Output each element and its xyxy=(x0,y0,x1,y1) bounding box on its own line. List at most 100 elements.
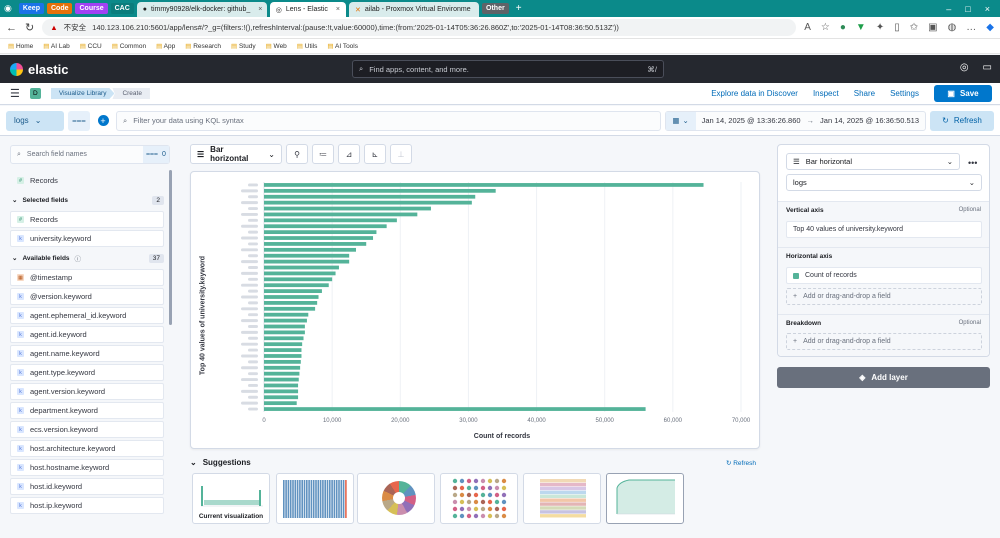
browser-menu-icon[interactable]: ◉ xyxy=(4,3,12,13)
available-field[interactable]: k agent.ephemeral_id.keyword xyxy=(10,307,164,324)
field-records[interactable]: # Records xyxy=(10,172,164,189)
bar[interactable] xyxy=(264,348,302,352)
bar[interactable] xyxy=(264,359,301,364)
browser-tab-lens[interactable]: ◎ Lens - Elastic × xyxy=(269,2,347,17)
visual-options-button[interactable]: ⚲ xyxy=(286,144,308,164)
bar[interactable] xyxy=(264,306,316,311)
bar[interactable] xyxy=(264,183,704,187)
suggestions-refresh-link[interactable]: ↻ Refresh xyxy=(726,459,756,467)
url-field[interactable]: ▲ 不安全 140.123.106.210:5601/app/lens#/?_g… xyxy=(42,19,797,36)
explore-discover-link[interactable]: Explore data in Discover xyxy=(711,89,798,98)
suggestion-mosaic[interactable] xyxy=(523,473,601,524)
bar[interactable] xyxy=(264,330,305,335)
bar[interactable] xyxy=(264,395,299,400)
suggestion-donut[interactable] xyxy=(357,473,435,524)
add-horizontal-field[interactable]: + Add or drag-and-drop a field xyxy=(786,288,982,305)
bookmark-web[interactable]: Web xyxy=(266,42,287,50)
suggestion-area[interactable] xyxy=(606,473,684,524)
vertical-axis-dimension[interactable]: Top 40 values of university.keyword xyxy=(786,221,982,238)
bar[interactable] xyxy=(264,277,333,282)
selected-fields-header[interactable]: ⌄ Selected fields 2 xyxy=(10,191,164,209)
bar[interactable] xyxy=(264,212,418,217)
window-close-icon[interactable]: × xyxy=(984,3,990,14)
refresh-button[interactable]: ↻ Refresh xyxy=(930,110,994,131)
bookmark-ai-tools[interactable]: AI Tools xyxy=(327,42,358,50)
space-avatar[interactable]: D xyxy=(29,88,41,99)
bookmark-chip-course[interactable]: Course xyxy=(75,3,108,14)
bookmark-ai-lab[interactable]: AI Lab xyxy=(43,42,70,50)
available-field[interactable]: k agent.name.keyword xyxy=(10,345,164,362)
field-search-input[interactable]: ⌕ Search field names ⩶ 0 xyxy=(10,145,170,164)
bar[interactable] xyxy=(264,253,350,258)
time-end[interactable]: Jan 14, 2025 @ 16:36:50.513 xyxy=(820,116,919,125)
add-filter-button[interactable]: + xyxy=(94,111,112,131)
browser-tab-github[interactable]: ● timmy90928/elk-docker: github_ × xyxy=(136,2,267,17)
minimize-icon[interactable]: – xyxy=(946,3,952,14)
bar[interactable] xyxy=(264,230,377,235)
bar[interactable] xyxy=(264,188,496,193)
bar-chart[interactable]: 0 10,000 20,000 30,000 40,000 50,000 60,000 70,… xyxy=(191,172,759,448)
bookmark-chip-cac[interactable]: CAC xyxy=(110,3,134,14)
bar[interactable] xyxy=(264,318,307,323)
reload-icon[interactable]: ↻ xyxy=(25,22,35,34)
field-filter-button[interactable]: ⩶ 0 xyxy=(143,146,169,163)
legend-settings-button[interactable]: ≔ xyxy=(312,144,334,164)
favorites-icon[interactable]: ✩ xyxy=(909,22,919,33)
bar[interactable] xyxy=(264,336,304,341)
bar[interactable] xyxy=(264,301,318,305)
maximize-icon[interactable]: □ xyxy=(965,3,971,14)
shield-icon[interactable]: ▼ xyxy=(855,22,866,33)
filter-menu-button[interactable]: ⩶ xyxy=(68,110,90,131)
close-icon[interactable]: × xyxy=(335,6,341,13)
bookmark-chip-keep[interactable]: Keep xyxy=(18,3,44,14)
suggestions-header[interactable]: ⌄ Suggestions xyxy=(190,458,251,467)
available-field[interactable]: k host.hostname.keyword xyxy=(10,459,164,476)
bar[interactable] xyxy=(264,259,350,264)
suggestion-current[interactable]: Current visualization xyxy=(192,473,270,524)
close-icon[interactable]: × xyxy=(258,6,263,13)
available-field[interactable]: k host.id.keyword xyxy=(10,478,164,495)
bar[interactable] xyxy=(264,283,329,288)
available-field[interactable]: k @version.keyword xyxy=(10,288,164,305)
bar[interactable] xyxy=(264,401,297,406)
quick-time-menu[interactable]: ▦ ⌄ xyxy=(665,111,696,130)
bar[interactable] xyxy=(264,271,336,276)
bookmark-common[interactable]: Common xyxy=(112,42,146,50)
bar[interactable] xyxy=(264,295,319,299)
bar[interactable] xyxy=(264,236,374,240)
available-field[interactable]: k agent.version.keyword xyxy=(10,383,164,400)
available-field[interactable]: k agent.id.keyword xyxy=(10,326,164,343)
layer-chart-type-picker[interactable]: ☰ Bar horizontal ⌄ xyxy=(786,153,960,170)
add-layer-button[interactable]: ◈ Add layer xyxy=(777,367,990,388)
share-link[interactable]: Share xyxy=(853,89,876,98)
horizontal-axis-dimension[interactable]: Count of records xyxy=(786,267,982,284)
bookmark-chip-code[interactable]: Code xyxy=(46,3,73,14)
bar[interactable] xyxy=(264,242,367,246)
elastic-logo[interactable]: elastic xyxy=(10,62,68,77)
selected-field-records[interactable]: # Records xyxy=(10,211,164,228)
bar[interactable] xyxy=(264,200,472,205)
collections-icon[interactable]: ▣ xyxy=(928,22,938,33)
kql-input[interactable]: ⌕ Filter your data using KQL syntax xyxy=(116,110,661,131)
star-icon[interactable]: ☆ xyxy=(820,22,830,33)
split-icon[interactable]: ▯ xyxy=(894,22,900,33)
bar[interactable] xyxy=(264,377,299,382)
inspect-link[interactable]: Inspect xyxy=(812,89,839,98)
time-start[interactable]: Jan 14, 2025 @ 13:36:26.860 xyxy=(701,116,801,125)
bar[interactable] xyxy=(264,289,322,293)
bookmark-app[interactable]: App xyxy=(156,42,176,50)
bar[interactable] xyxy=(264,206,431,211)
bookmark-ccu[interactable]: CCU xyxy=(80,42,102,50)
bar[interactable] xyxy=(264,389,299,394)
bar[interactable] xyxy=(264,365,301,370)
extension-icon[interactable]: ● xyxy=(839,22,846,33)
bar[interactable] xyxy=(264,247,356,252)
breadcrumb-visualize-library[interactable]: Visualize Library xyxy=(50,88,115,99)
available-field[interactable]: k host.architecture.keyword xyxy=(10,440,164,457)
menu-icon[interactable]: ☰ xyxy=(10,88,20,100)
profile-icon[interactable]: ◍ xyxy=(947,22,957,33)
bookmark-home[interactable]: Home xyxy=(8,42,33,50)
settings-link[interactable]: Settings xyxy=(890,89,919,98)
bottom-axis-button[interactable]: ⊾ xyxy=(364,144,386,164)
tab-group-other[interactable]: Other xyxy=(482,3,509,14)
